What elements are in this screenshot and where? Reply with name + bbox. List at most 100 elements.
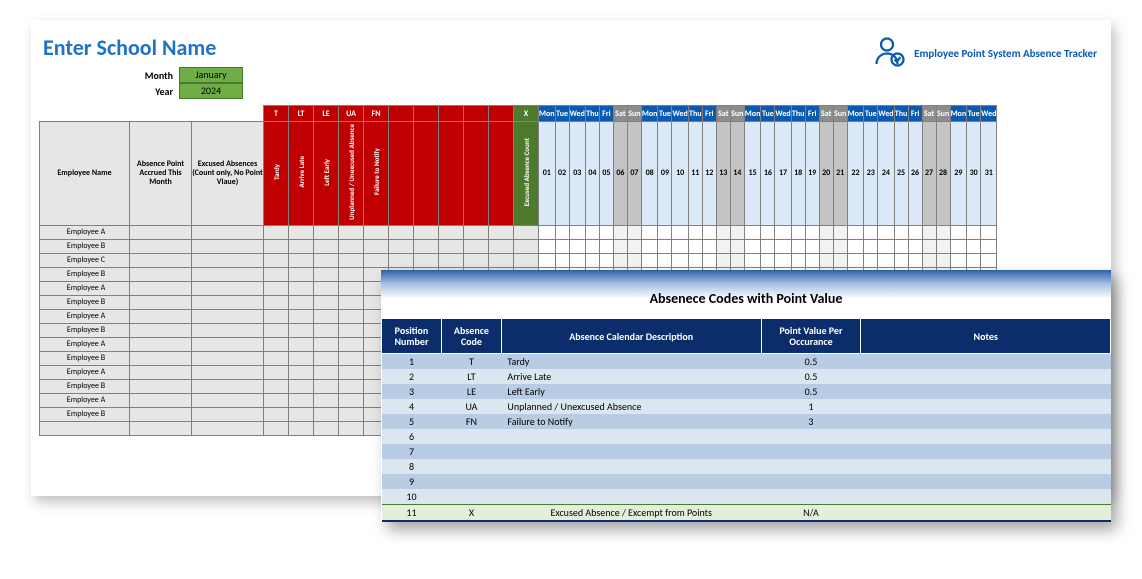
summary-cell[interactable]	[192, 337, 264, 351]
calendar-cell[interactable]	[613, 225, 627, 239]
calendar-cell[interactable]	[744, 225, 761, 239]
calendar-cell[interactable]	[791, 253, 805, 267]
code-cell[interactable]	[289, 337, 314, 351]
summary-cell[interactable]	[192, 281, 264, 295]
code-cell[interactable]	[464, 225, 489, 239]
calendar-cell[interactable]	[613, 239, 627, 253]
code-cell[interactable]	[289, 239, 314, 253]
code-cell[interactable]	[314, 323, 339, 337]
summary-cell[interactable]	[130, 323, 192, 337]
calendar-cell[interactable]	[569, 253, 585, 267]
summary-cell[interactable]	[130, 365, 192, 379]
summary-cell[interactable]	[192, 421, 264, 435]
code-cell[interactable]	[389, 239, 414, 253]
code-cell[interactable]	[439, 239, 464, 253]
code-cell[interactable]	[339, 253, 364, 267]
calendar-cell[interactable]	[702, 253, 716, 267]
code-cell[interactable]	[264, 337, 289, 351]
calendar-cell[interactable]	[908, 253, 922, 267]
calendar-cell[interactable]	[950, 225, 967, 239]
code-cell[interactable]	[439, 253, 464, 267]
calendar-cell[interactable]	[819, 253, 833, 267]
employee-name-cell[interactable]: Employee B	[40, 323, 130, 337]
calendar-cell[interactable]	[761, 253, 775, 267]
employee-name-cell[interactable]: Employee A	[40, 365, 130, 379]
calendar-cell[interactable]	[585, 253, 599, 267]
calendar-cell[interactable]	[775, 253, 791, 267]
calendar-cell[interactable]	[791, 225, 805, 239]
summary-cell[interactable]	[130, 351, 192, 365]
code-cell[interactable]	[289, 309, 314, 323]
calendar-cell[interactable]	[599, 225, 613, 239]
calendar-cell[interactable]	[847, 225, 864, 239]
calendar-cell[interactable]	[894, 239, 908, 253]
calendar-cell[interactable]	[555, 253, 569, 267]
code-cell[interactable]	[264, 351, 289, 365]
code-cell[interactable]	[414, 225, 439, 239]
calendar-cell[interactable]	[641, 253, 658, 267]
code-cell[interactable]	[314, 225, 339, 239]
calendar-cell[interactable]	[599, 253, 613, 267]
calendar-cell[interactable]	[981, 253, 997, 267]
code-cell[interactable]	[364, 239, 389, 253]
summary-cell[interactable]	[192, 379, 264, 393]
calendar-cell[interactable]	[688, 253, 702, 267]
calendar-cell[interactable]	[761, 225, 775, 239]
code-cell[interactable]	[364, 225, 389, 239]
x-cell[interactable]	[514, 253, 539, 267]
calendar-cell[interactable]	[688, 225, 702, 239]
code-cell[interactable]	[314, 407, 339, 421]
code-cell[interactable]	[389, 225, 414, 239]
code-cell[interactable]	[264, 421, 289, 435]
calendar-cell[interactable]	[936, 253, 950, 267]
calendar-cell[interactable]	[878, 239, 894, 253]
calendar-cell[interactable]	[805, 253, 819, 267]
calendar-cell[interactable]	[599, 239, 613, 253]
calendar-cell[interactable]	[702, 225, 716, 239]
month-value[interactable]: January	[179, 67, 243, 83]
code-cell[interactable]	[314, 421, 339, 435]
code-cell[interactable]	[339, 407, 364, 421]
employee-name-cell[interactable]: Employee C	[40, 253, 130, 267]
calendar-cell[interactable]	[555, 225, 569, 239]
code-cell[interactable]	[389, 253, 414, 267]
calendar-cell[interactable]	[716, 253, 730, 267]
code-cell[interactable]	[289, 393, 314, 407]
summary-cell[interactable]	[192, 239, 264, 253]
calendar-cell[interactable]	[716, 225, 730, 239]
calendar-cell[interactable]	[613, 253, 627, 267]
code-cell[interactable]	[264, 323, 289, 337]
code-cell[interactable]	[264, 225, 289, 239]
summary-cell[interactable]	[192, 323, 264, 337]
calendar-cell[interactable]	[716, 239, 730, 253]
summary-cell[interactable]	[130, 295, 192, 309]
calendar-cell[interactable]	[922, 225, 936, 239]
calendar-cell[interactable]	[847, 239, 864, 253]
calendar-cell[interactable]	[658, 239, 672, 253]
x-cell[interactable]	[514, 225, 539, 239]
x-cell[interactable]	[514, 239, 539, 253]
calendar-cell[interactable]	[730, 253, 744, 267]
code-cell[interactable]	[439, 225, 464, 239]
summary-cell[interactable]	[130, 281, 192, 295]
code-cell[interactable]	[264, 239, 289, 253]
calendar-cell[interactable]	[539, 225, 556, 239]
calendar-cell[interactable]	[908, 225, 922, 239]
summary-cell[interactable]	[130, 407, 192, 421]
summary-cell[interactable]	[192, 309, 264, 323]
code-cell[interactable]	[264, 407, 289, 421]
code-cell[interactable]	[289, 379, 314, 393]
calendar-cell[interactable]	[627, 239, 641, 253]
calendar-cell[interactable]	[641, 225, 658, 239]
calendar-cell[interactable]	[833, 239, 847, 253]
code-cell[interactable]	[289, 281, 314, 295]
calendar-cell[interactable]	[950, 239, 967, 253]
calendar-cell[interactable]	[627, 253, 641, 267]
calendar-cell[interactable]	[950, 253, 967, 267]
calendar-cell[interactable]	[539, 239, 556, 253]
calendar-cell[interactable]	[967, 225, 981, 239]
code-cell[interactable]	[289, 407, 314, 421]
calendar-cell[interactable]	[936, 239, 950, 253]
code-cell[interactable]	[314, 281, 339, 295]
code-cell[interactable]	[264, 281, 289, 295]
